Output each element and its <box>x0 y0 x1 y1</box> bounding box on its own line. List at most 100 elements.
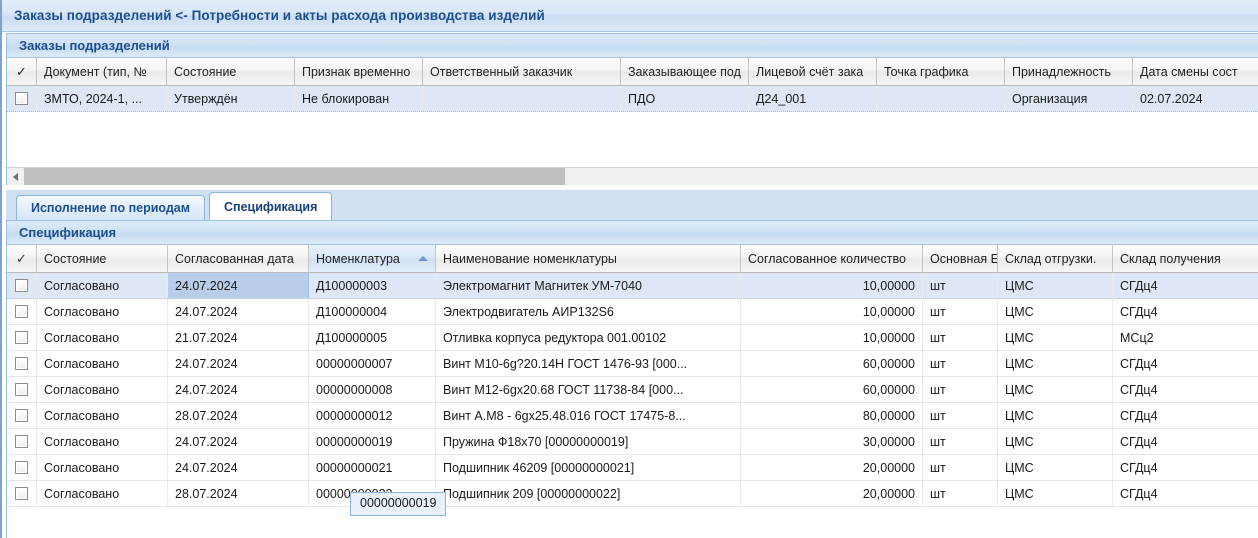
checkbox-icon[interactable] <box>15 92 28 105</box>
specification-grid-cell[interactable]: Согласовано <box>37 455 168 480</box>
checkbox-icon[interactable] <box>15 331 28 344</box>
specification-grid-column-header-6[interactable]: Склад отгрузки. <box>998 245 1113 272</box>
orders-grid-cell[interactable]: Не блокирован <box>295 86 423 111</box>
specification-grid-cell[interactable]: 24.07.2024 <box>168 429 309 454</box>
checkbox-icon[interactable] <box>15 435 28 448</box>
orders-grid-cell[interactable]: ПДО <box>621 86 749 111</box>
specification-grid-cell[interactable]: Согласовано <box>37 351 168 376</box>
orders-grid-column-header-1[interactable]: Состояние <box>167 58 295 85</box>
specification-grid-cell[interactable]: 24.07.2024 <box>168 299 309 324</box>
specification-grid-row[interactable]: Согласовано 28.07.2024 00000000012 Винт А.М… <box>7 403 1258 429</box>
row-checkbox-cell[interactable] <box>7 481 37 506</box>
specification-grid-cell[interactable]: Согласовано <box>37 377 168 402</box>
specification-grid-select-all-header[interactable]: ✓ <box>7 245 37 272</box>
specification-grid-cell[interactable]: СГДц4 <box>1120 486 1158 501</box>
specification-grid-cell[interactable]: 30,00000 <box>741 429 923 454</box>
checkbox-icon[interactable] <box>15 383 28 396</box>
scroll-left-button[interactable] <box>7 168 24 185</box>
specification-grid-cell[interactable]: СГДц4 <box>1120 408 1158 423</box>
orders-grid-column-header-5[interactable]: Лицевой счёт зака <box>749 58 877 85</box>
row-checkbox-cell[interactable] <box>7 429 37 454</box>
specification-grid-row[interactable]: Согласовано 24.07.2024 Д100000004 Электродв… <box>7 299 1258 325</box>
row-checkbox-cell[interactable] <box>7 455 37 480</box>
orders-grid-column-header-2[interactable]: Признак временно <box>295 58 423 85</box>
orders-grid-cell[interactable]: ЗМТО, 2024-1, ... <box>37 86 167 111</box>
row-checkbox-cell[interactable] <box>7 325 37 350</box>
specification-grid-cell[interactable]: 00000000008 <box>309 377 436 402</box>
specification-grid-row[interactable]: Согласовано 24.07.2024 Д100000003 Электрома… <box>7 273 1258 299</box>
specification-grid-cell[interactable]: 24.07.2024 <box>168 377 309 402</box>
specification-grid-cell[interactable]: шт <box>923 455 998 480</box>
specification-grid-cell[interactable]: Д100000004 <box>309 299 436 324</box>
specification-grid-column-header-4[interactable]: Согласованное количество <box>741 245 923 272</box>
specification-grid-cell[interactable]: Согласовано <box>37 429 168 454</box>
orders-grid-row[interactable]: ЗМТО, 2024-1, ... Утверждён Не блокирован П… <box>7 86 1258 112</box>
specification-grid-cell[interactable]: ЦМС <box>998 429 1113 454</box>
specification-grid-cell[interactable]: шт <box>923 429 998 454</box>
orders-grid-cell[interactable]: Организация <box>1005 86 1133 111</box>
specification-grid-cell[interactable]: Винт А.М8 - 6gx25.48.016 ГОСТ 17475-8... <box>436 403 741 428</box>
orders-grid-cell[interactable] <box>423 86 621 111</box>
specification-grid-cell[interactable]: шт <box>923 325 998 350</box>
specification-grid-cell[interactable]: ЦМС <box>998 325 1113 350</box>
specification-grid-cell[interactable]: 24.07.2024 <box>168 273 309 298</box>
row-checkbox-cell[interactable] <box>7 86 37 111</box>
specification-grid-cell[interactable]: Винт М12-6gx20.68 ГОСТ 11738-84 [000... <box>436 377 741 402</box>
specification-grid-cell[interactable]: 60,00000 <box>741 377 923 402</box>
tab-specification[interactable]: Спецификация <box>209 192 333 220</box>
specification-grid-cell[interactable]: СГДц4 <box>1120 304 1158 319</box>
row-checkbox-cell[interactable] <box>7 351 37 376</box>
row-checkbox-cell[interactable] <box>7 299 37 324</box>
scrollbar-track[interactable] <box>565 168 1258 185</box>
checkbox-icon[interactable] <box>15 305 28 318</box>
specification-grid-cell[interactable]: СГДц4 <box>1120 382 1158 397</box>
specification-grid-column-header-0[interactable]: Состояние <box>37 245 168 272</box>
specification-grid-cell[interactable]: 28.07.2024 <box>168 481 309 506</box>
specification-grid-cell[interactable]: Электромагнит Магнитек УМ-7040 <box>436 273 741 298</box>
specification-grid-cell[interactable]: 28.07.2024 <box>168 403 309 428</box>
specification-grid-column-header-2[interactable]: Номенклатура <box>309 245 436 272</box>
specification-grid-cell[interactable]: Согласовано <box>37 481 168 506</box>
checkbox-icon[interactable] <box>15 279 28 292</box>
orders-grid-cell[interactable] <box>877 86 1005 111</box>
specification-grid-cell[interactable]: 20,00000 <box>741 481 923 506</box>
specification-grid-cell[interactable]: 10,00000 <box>741 273 923 298</box>
specification-grid-cell[interactable]: СГДц4 <box>1120 460 1158 475</box>
specification-grid-cell[interactable]: 10,00000 <box>741 325 923 350</box>
specification-grid-cell[interactable]: Электродвигатель АИР132S6 <box>436 299 741 324</box>
scrollbar-thumb[interactable] <box>24 168 565 185</box>
specification-grid-cell[interactable]: СГДц4 <box>1120 356 1158 371</box>
checkbox-icon[interactable] <box>15 487 28 500</box>
specification-grid-cell[interactable]: ЦМС <box>998 403 1113 428</box>
orders-grid-cell[interactable]: Утверждён <box>167 86 295 111</box>
specification-grid-cell[interactable]: шт <box>923 403 998 428</box>
specification-grid-cell[interactable]: 10,00000 <box>741 299 923 324</box>
specification-grid-cell[interactable]: ЦМС <box>998 481 1113 506</box>
specification-grid-cell[interactable]: ЦМС <box>998 299 1113 324</box>
specification-grid-cell[interactable]: Подшипник 46209 [00000000021] <box>436 455 741 480</box>
specification-grid-row[interactable]: Согласовано 21.07.2024 Д100000005 Отливка к… <box>7 325 1258 351</box>
specification-grid-cell[interactable]: 80,00000 <box>741 403 923 428</box>
specification-grid-cell[interactable]: Д100000003 <box>309 273 436 298</box>
checkbox-icon[interactable] <box>15 409 28 422</box>
row-checkbox-cell[interactable] <box>7 273 37 298</box>
checkbox-icon[interactable] <box>15 357 28 370</box>
specification-grid-cell[interactable]: МСц2 <box>1120 330 1154 345</box>
specification-grid-cell[interactable]: 21.07.2024 <box>168 325 309 350</box>
specification-grid-column-header-5[interactable]: Основная ЕИ <box>923 245 998 272</box>
orders-grid-select-all-header[interactable]: ✓ <box>7 58 37 85</box>
specification-grid-cell[interactable]: шт <box>923 299 998 324</box>
orders-grid-column-header-4[interactable]: Заказывающее под <box>621 58 749 85</box>
specification-grid-cell[interactable]: Согласовано <box>37 403 168 428</box>
orders-horizontal-scrollbar[interactable] <box>7 167 1258 185</box>
specification-grid-cell[interactable]: Согласовано <box>37 299 168 324</box>
specification-grid-cell[interactable]: Подшипник 209 [00000000022] <box>436 481 741 506</box>
specification-grid-cell[interactable]: 00000000021 <box>309 455 436 480</box>
specification-grid-cell[interactable]: 00000000007 <box>309 351 436 376</box>
specification-grid-cell[interactable]: ЦМС <box>998 455 1113 480</box>
specification-grid-cell[interactable]: 60,00000 <box>741 351 923 376</box>
checkbox-icon[interactable] <box>15 461 28 474</box>
specification-grid-cell[interactable]: СГДц4 <box>1120 434 1158 449</box>
specification-grid-cell[interactable]: ЦМС <box>998 273 1113 298</box>
orders-grid-column-header-7[interactable]: Принадлежность <box>1005 58 1133 85</box>
